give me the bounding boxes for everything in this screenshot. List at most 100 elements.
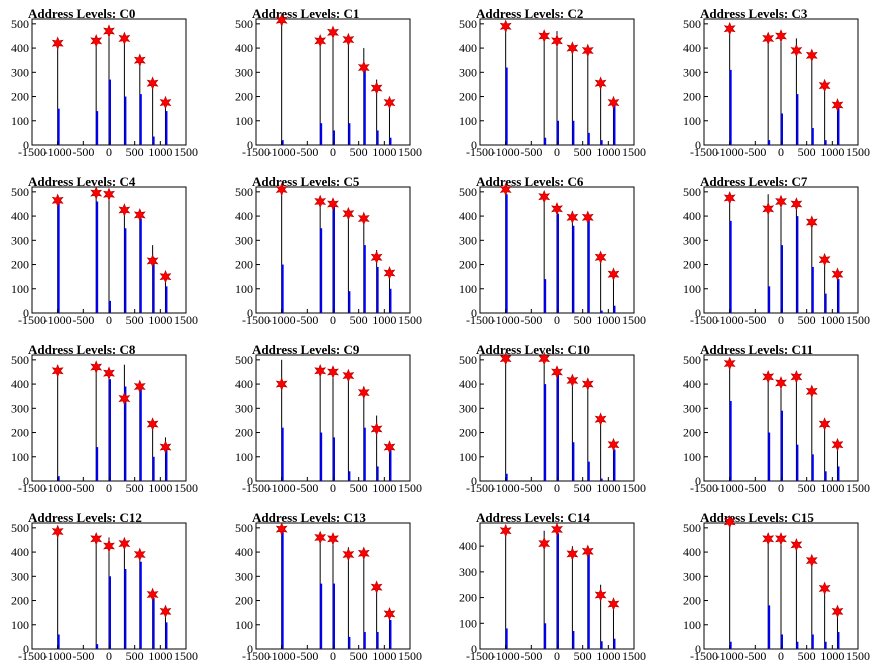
level-marker: [118, 536, 131, 551]
y-tick-label: 400: [11, 41, 29, 55]
level-marker: [51, 524, 64, 539]
y-tick-label: 300: [683, 65, 701, 79]
x-tick-label: -1000: [492, 145, 520, 159]
y-tick-label: 0: [23, 642, 29, 656]
x-tick-label: -1500: [690, 313, 718, 327]
level-marker: [342, 32, 355, 47]
level-marker: [538, 29, 551, 43]
x-tick-label: -1000: [716, 145, 744, 159]
y-tick-label: 500: [459, 185, 477, 199]
level-marker: [133, 379, 146, 394]
y-tick-label: 200: [459, 591, 477, 605]
x-tick-label: 500: [126, 145, 144, 159]
level-marker: [762, 369, 775, 384]
level-marker: [818, 417, 831, 431]
x-tick-label: -500: [744, 313, 766, 327]
level-marker: [805, 553, 818, 568]
y-tick-label: 0: [247, 306, 253, 320]
y-tick-label: 400: [235, 377, 253, 391]
x-tick-label: -500: [744, 145, 766, 159]
level-marker: [607, 267, 620, 282]
level-marker: [594, 412, 607, 427]
level-marker: [146, 254, 159, 268]
panel-title: Address Levels: C3: [700, 6, 808, 21]
level-marker: [383, 607, 396, 621]
x-tick-label: -500: [520, 145, 542, 159]
level-marker: [357, 546, 370, 561]
x-tick-label: -1500: [466, 313, 494, 327]
y-tick-label: 500: [11, 17, 29, 31]
level-marker: [314, 363, 327, 378]
x-tick-label: 1000: [148, 481, 172, 495]
level-marker: [90, 186, 103, 200]
level-marker: [723, 191, 736, 205]
x-tick-label: -500: [296, 145, 318, 159]
y-tick-label: 100: [11, 450, 29, 464]
x-tick-label: 500: [574, 145, 592, 159]
x-tick-label: 0: [106, 649, 112, 663]
level-marker: [146, 76, 159, 91]
x-tick-label: -1500: [466, 481, 494, 495]
x-tick-label: 500: [574, 313, 592, 327]
x-tick-label: 1500: [846, 145, 870, 159]
x-tick-label: 0: [778, 145, 784, 159]
x-tick-label: 0: [778, 649, 784, 663]
x-tick-label: 500: [798, 145, 816, 159]
level-marker: [383, 266, 396, 280]
y-tick-label: 400: [459, 539, 477, 553]
y-tick-label: 200: [683, 594, 701, 608]
y-tick-label: 300: [11, 569, 29, 583]
panel-title: Address Levels: C8: [28, 342, 136, 357]
y-tick-label: 100: [235, 450, 253, 464]
level-marker: [499, 19, 512, 34]
x-tick-label: 1000: [596, 145, 620, 159]
level-marker: [314, 194, 327, 209]
level-marker: [146, 417, 159, 431]
x-tick-label: 0: [778, 313, 784, 327]
x-tick-label: 1000: [820, 649, 844, 663]
level-marker: [370, 250, 383, 265]
x-tick-label: -1500: [242, 145, 270, 159]
x-tick-label: -1000: [492, 481, 520, 495]
y-tick-label: 500: [235, 185, 253, 199]
y-tick-label: 500: [683, 353, 701, 367]
level-marker: [551, 33, 563, 48]
level-marker: [551, 522, 563, 537]
y-tick-label: 300: [235, 233, 253, 247]
y-tick-label: 500: [459, 17, 477, 31]
y-tick-label: 300: [235, 569, 253, 583]
panel-title: Address Levels: C0: [28, 6, 135, 21]
x-tick-label: -1000: [492, 649, 520, 663]
y-tick-label: 200: [683, 90, 701, 104]
y-tick-label: 0: [23, 306, 29, 320]
level-marker: [566, 547, 579, 561]
x-tick-label: 0: [778, 481, 784, 495]
x-tick-label: 1500: [398, 649, 422, 663]
level-marker: [538, 351, 551, 366]
chart-panel: Address Levels: C00100200300400500-1500-…: [11, 6, 198, 159]
level-marker: [566, 210, 579, 225]
level-marker: [159, 604, 172, 619]
y-tick-label: 300: [459, 401, 477, 415]
y-tick-label: 100: [459, 114, 477, 128]
y-tick-label: 300: [459, 233, 477, 247]
y-tick-label: 400: [683, 545, 701, 559]
x-tick-label: -1000: [716, 481, 744, 495]
x-tick-label: 1500: [846, 649, 870, 663]
y-tick-label: 300: [683, 233, 701, 247]
level-marker: [499, 523, 512, 538]
y-tick-label: 0: [471, 474, 477, 488]
level-marker: [790, 43, 803, 58]
x-tick-label: 500: [350, 145, 368, 159]
y-tick-label: 500: [11, 521, 29, 535]
level-marker: [383, 440, 396, 454]
x-tick-label: 500: [574, 649, 592, 663]
x-tick-label: -1000: [44, 145, 72, 159]
x-tick-label: 1000: [372, 649, 396, 663]
chart-panel: Address Levels: C70100200300400500-1500-…: [683, 174, 870, 327]
y-tick-label: 200: [11, 426, 29, 440]
x-tick-label: -500: [520, 649, 542, 663]
x-tick-label: 500: [126, 649, 144, 663]
y-tick-label: 400: [235, 209, 253, 223]
x-tick-label: 0: [106, 481, 112, 495]
